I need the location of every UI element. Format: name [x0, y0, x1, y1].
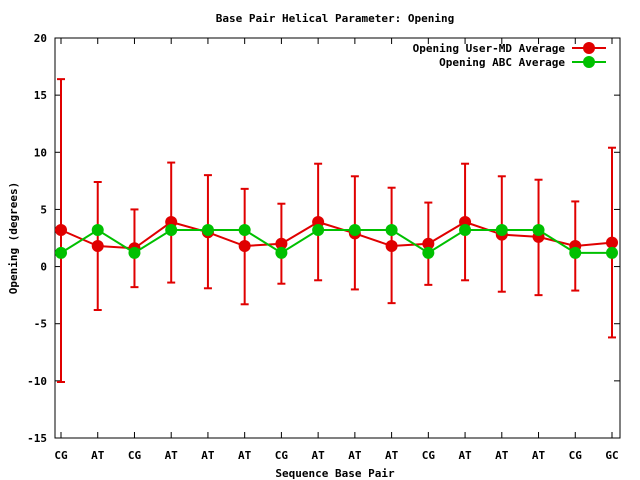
x-tick-label: AT: [495, 449, 509, 462]
data-point: [606, 246, 618, 259]
legend-label: Opening User-MD Average: [413, 42, 566, 55]
legend-marker: [583, 56, 595, 68]
data-point: [275, 246, 288, 259]
data-point: [348, 224, 361, 236]
data-point: [55, 246, 67, 259]
x-tick-label: AT: [238, 449, 252, 462]
y-tick-label: -10: [27, 375, 47, 388]
legend-marker: [583, 42, 595, 54]
series-layer: [55, 78, 618, 383]
legend-label: Opening ABC Average: [439, 56, 565, 69]
x-tick-label: CG: [128, 449, 142, 462]
series: [55, 224, 618, 259]
data-point: [385, 224, 398, 236]
x-tick-label: AT: [312, 449, 326, 462]
data-point: [238, 240, 251, 252]
x-tick-label: AT: [532, 449, 546, 462]
y-tick-label: 20: [34, 32, 47, 45]
y-axis: -15 -10 -5 0 5 10 15 20: [27, 32, 620, 445]
x-tick-label: AT: [165, 449, 179, 462]
y-tick-label: -15: [27, 432, 47, 445]
x-tick-label: AT: [91, 449, 105, 462]
data-point: [495, 224, 508, 236]
x-tick-label: AT: [348, 449, 362, 462]
data-point: [422, 237, 435, 250]
data-point: [91, 224, 104, 236]
x-tick-label: AT: [385, 449, 399, 462]
data-point: [532, 224, 545, 236]
x-tick-label: CG: [422, 449, 436, 462]
data-point: [128, 246, 141, 259]
data-point: [606, 236, 618, 249]
y-tick-label: 10: [34, 146, 47, 159]
series-line: [60, 228, 612, 255]
y-tick-label: -5: [34, 318, 47, 331]
data-point: [238, 224, 251, 236]
x-tick-label: CG: [275, 449, 289, 462]
data-point: [201, 224, 214, 236]
x-axis: CG AT CG AT AT AT CG AT AT AT CG AT AT AT CG GC: [54, 38, 619, 462]
data-point: [312, 224, 325, 236]
x-tick-label: GC: [605, 449, 618, 462]
x-tick-label: AT: [201, 449, 215, 462]
y-tick-label: 0: [40, 261, 47, 274]
data-point: [55, 224, 67, 236]
y-tick-label: 15: [34, 89, 47, 102]
plot-frame: [54, 37, 621, 439]
x-tick-label: AT: [458, 449, 472, 462]
series-line: [60, 220, 613, 250]
y-axis-title: Opening (degrees): [7, 182, 20, 295]
data-point: [165, 224, 178, 236]
data-point: [385, 240, 398, 252]
data-point: [91, 240, 104, 252]
x-axis-title: Sequence Base Pair: [275, 467, 395, 480]
y-tick-label: 5: [40, 203, 47, 216]
x-tick-label: CG: [54, 449, 68, 462]
x-tick-label: CG: [569, 449, 583, 462]
data-point: [422, 246, 435, 259]
data-point: [459, 224, 472, 236]
data-point: [569, 246, 582, 259]
chart-title: Base Pair Helical Parameter: Opening: [216, 12, 454, 25]
data-point: [275, 237, 288, 250]
